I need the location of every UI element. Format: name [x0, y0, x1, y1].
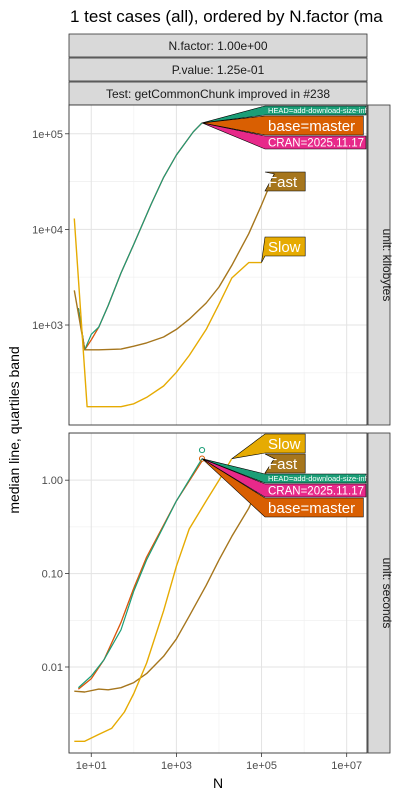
series-label-head-add-download-size-info: HEAD=add-download-size-info — [268, 106, 371, 115]
series-line-fast — [73, 173, 276, 351]
chart-title: 1 test cases (all), ordered by N.factor … — [70, 7, 383, 26]
y-tick-label: 1.00 — [42, 475, 63, 487]
series-label-box-cran-2025-11-17 — [201, 458, 367, 498]
series-label-box-fast — [264, 453, 306, 474]
strip-label-pvalue: P.value: 1.25e-01 — [172, 63, 265, 77]
strip-label-kilobytes: unit: kilobytes — [380, 229, 394, 302]
outlier-point — [198, 455, 206, 462]
y-tick-label: 0.10 — [42, 569, 63, 581]
y-tick-label: 0.01 — [42, 662, 63, 674]
series-label-box-fast — [264, 171, 306, 192]
series-label-slow: Slow — [268, 436, 301, 453]
x-axis: 1e+01 1e+03 1e+05 1e+07 — [76, 753, 362, 772]
y-tick-label: 1e+05 — [32, 129, 63, 141]
x-tick-label: 1e+01 — [76, 760, 107, 772]
right-strip-kilobytes: unit: kilobytes — [367, 104, 394, 426]
series-line-head-add-download-size-info — [77, 458, 203, 689]
panel-border — [68, 104, 368, 426]
panel-background — [69, 105, 367, 425]
series-label-cran-2025-11-17: CRAN=2025.11.17 — [268, 138, 364, 150]
series-line-slow — [74, 458, 233, 742]
right-strip-seconds: unit: seconds — [367, 432, 394, 754]
series-label-box-slow — [261, 236, 306, 263]
panel-seconds: 0.01 0.10 1.00 Slow FastHEAD=add-download-si… — [42, 432, 371, 754]
strip-label-seconds: unit: seconds — [380, 558, 394, 629]
series-label-fast: Fast — [268, 174, 298, 191]
outlier-point — [198, 446, 206, 454]
y-axis-title: median line, quartiles band — [6, 346, 22, 513]
panel-border — [68, 432, 368, 754]
series-label-box-head-add-download-size-info — [201, 458, 367, 484]
series-line-fast — [74, 458, 276, 693]
series-label-box-head-add-download-size-info — [201, 105, 367, 124]
x-tick-label: 1e+03 — [161, 760, 192, 772]
strip-label-test: Test: getCommonChunk improved in #238 — [106, 87, 330, 101]
top-strip-3: Test: getCommonChunk improved in #238 — [68, 81, 368, 106]
series-label-cran-2025-11-17: CRAN=2025.11.17 — [268, 486, 364, 498]
panel-kilobytes: 1e+03 1e+04 1e+05 HEAD=add-download-size-in… — [32, 104, 371, 426]
top-strip-1: N.factor: 1.00e+00 — [68, 33, 368, 58]
series-label-box-base-master — [201, 115, 364, 136]
series-label-box-slow — [231, 433, 306, 459]
series-label-base-master: base=master — [268, 118, 355, 135]
x-tick-label: 1e+07 — [331, 760, 362, 772]
x-axis-title: N — [213, 775, 223, 791]
strip-label-nfactor: N.factor: 1.00e+00 — [168, 39, 267, 53]
series-label-base-master: base=master — [268, 500, 355, 517]
top-strip-2: P.value: 1.25e-01 — [68, 57, 368, 82]
series-line-slow — [73, 218, 262, 408]
series-label-slow: Slow — [268, 239, 301, 256]
series-label-box-cran-2025-11-17 — [201, 122, 367, 150]
series-label-head-add-download-size-info: HEAD=add-download-size-info — [268, 474, 371, 483]
y-tick-label: 1e+03 — [32, 320, 63, 332]
x-tick-label: 1e+05 — [246, 760, 277, 772]
series-label-box-base-master — [201, 458, 364, 518]
y-tick-label: 1e+04 — [32, 224, 63, 236]
series-label-fast: Fast — [268, 456, 298, 473]
series-line-head-add-download-size-info — [77, 122, 203, 351]
